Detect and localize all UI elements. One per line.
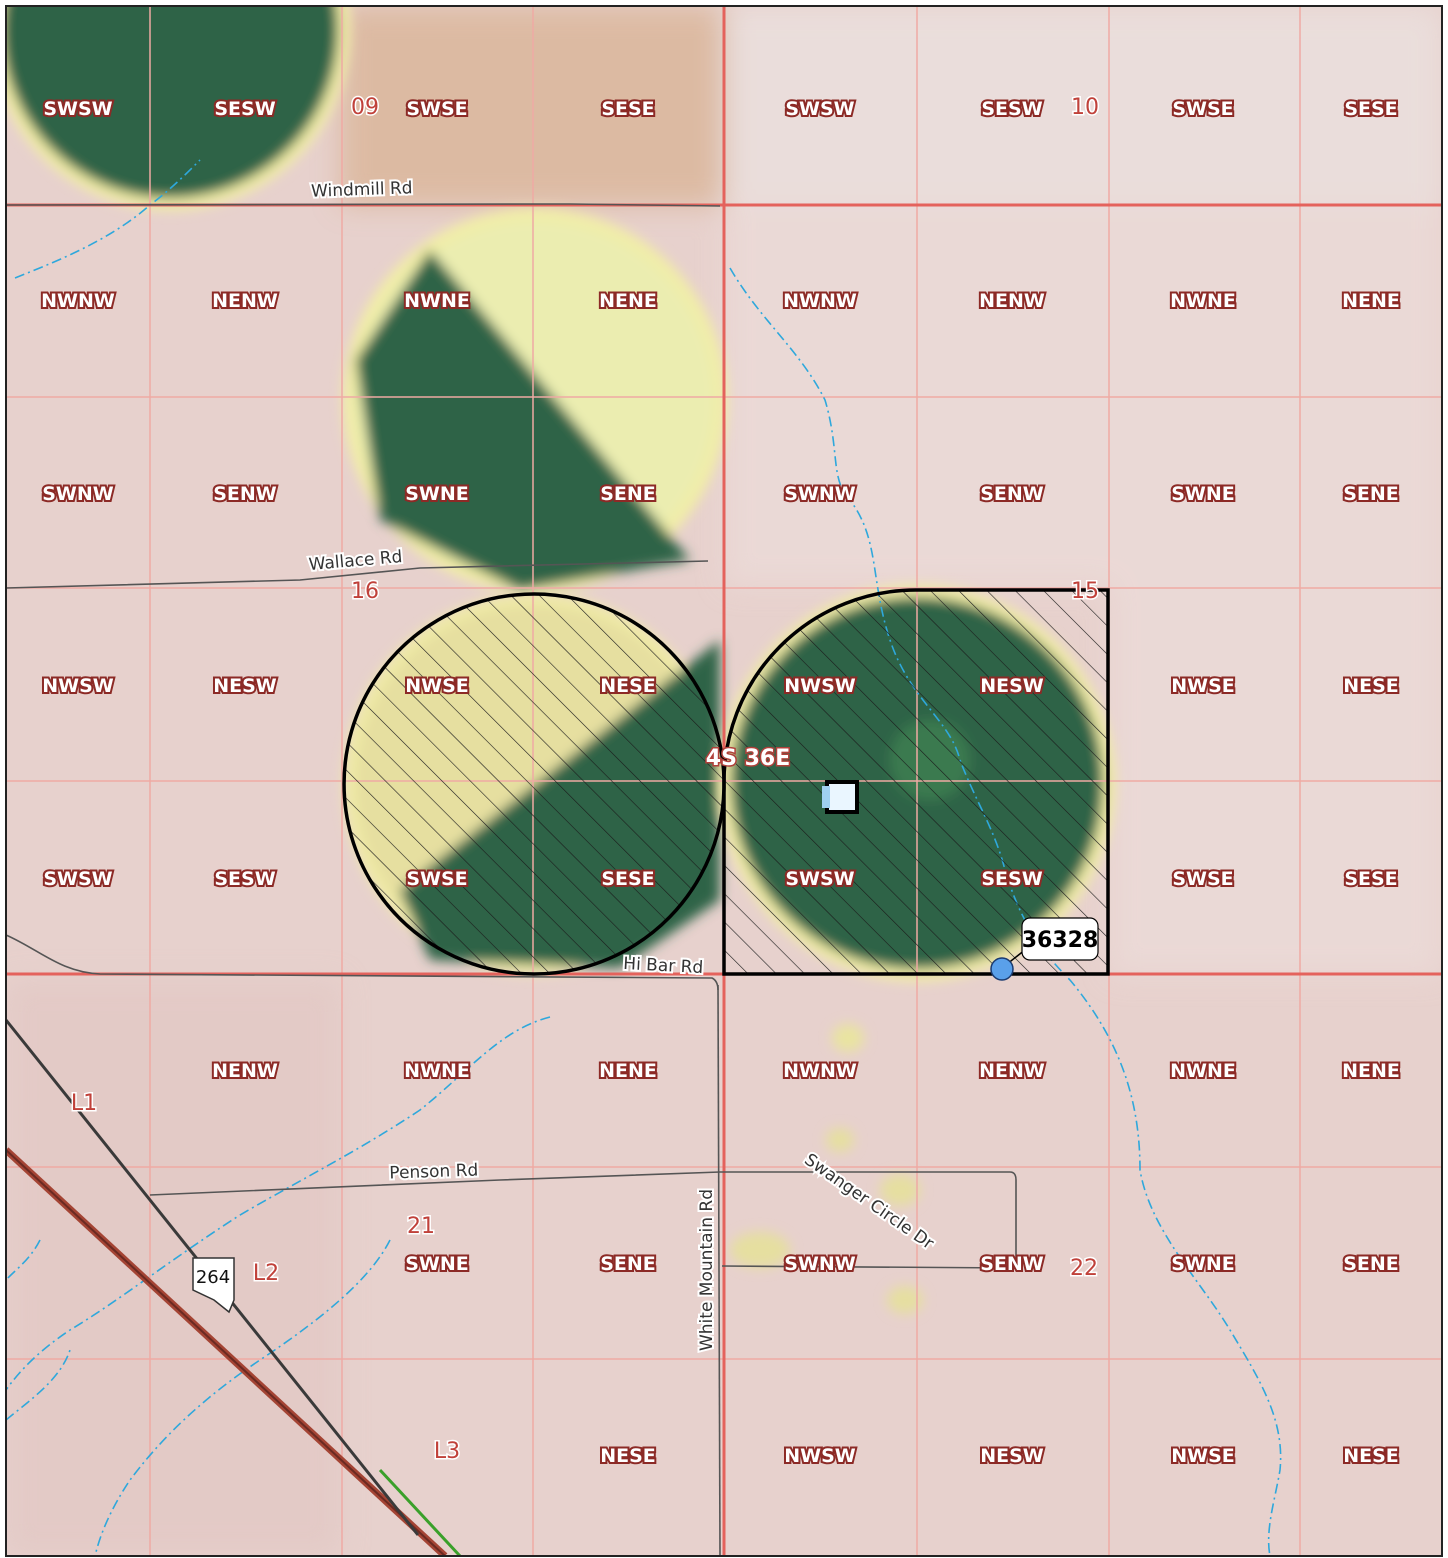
quarter-label-nwnw: NWNW bbox=[41, 290, 115, 312]
highway-shield[interactable]: 264 bbox=[192, 1257, 235, 1314]
lot-label-3: L3 bbox=[434, 1439, 460, 1464]
well-callout[interactable]: 36328 bbox=[1021, 917, 1099, 961]
quarter-label-swsw: SWSW bbox=[785, 98, 854, 120]
well-point[interactable] bbox=[990, 957, 1014, 981]
quarter-label-nese: NESE bbox=[600, 1445, 656, 1467]
quarter-label-nene: NENE bbox=[1342, 290, 1400, 312]
quarter-label-nese: NESE bbox=[1343, 1445, 1399, 1467]
white-mountain-road bbox=[717, 984, 721, 1556]
scattered-vegetation bbox=[730, 1024, 923, 1314]
quarter-quarter-labels: SWSW SESW SWSE SESE SWSW SESW SWSE SESE NWNW NENW… bbox=[39, 96, 1402, 1469]
quarter-label-swsw: SWSW bbox=[785, 868, 854, 890]
quarter-label-sese: SESE bbox=[601, 868, 654, 890]
quarter-label-senw: SENW bbox=[213, 483, 277, 505]
quarter-label-nesw: NESW bbox=[980, 675, 1044, 697]
parcel-outline[interactable] bbox=[342, 588, 1110, 976]
lot-label-1: L1 bbox=[71, 1091, 97, 1116]
windmill-road-label: Windmill Rd bbox=[311, 178, 413, 202]
quarter-label-swse: SWSE bbox=[1172, 868, 1233, 890]
quarter-label-sesw: SESW bbox=[214, 98, 275, 120]
streams bbox=[6, 159, 1282, 1556]
quarter-label-nese: NESE bbox=[1343, 675, 1399, 697]
rail-line bbox=[6, 1147, 462, 1556]
quarter-label-nwne: NWNE bbox=[1170, 1060, 1236, 1082]
wallace-road bbox=[6, 560, 709, 589]
quarter-label-nene: NENE bbox=[599, 290, 657, 312]
quarter-label-swsw: SWSW bbox=[43, 868, 112, 890]
quarter-label-nwse: NWSE bbox=[1171, 1445, 1235, 1467]
quarter-label-nwse: NWSE bbox=[405, 675, 469, 697]
quarter-label-swnw: SWNW bbox=[784, 1253, 856, 1275]
quarter-label-swnw: SWNW bbox=[42, 483, 114, 505]
hibar-road-label: Hi Bar Rd bbox=[623, 954, 704, 978]
quarter-label-sesw: SESW bbox=[981, 868, 1042, 890]
white-mountain-road-label: White Mountain Rd bbox=[697, 1189, 717, 1351]
quarter-label-nenw: NENW bbox=[212, 1060, 278, 1082]
quarter-label-nwsw: NWSW bbox=[784, 675, 856, 697]
quarter-label-nwsw: NWSW bbox=[784, 1445, 856, 1467]
crop-field-north-center bbox=[343, 208, 727, 592]
quarter-label-swsw: SWSW bbox=[43, 98, 112, 120]
map-frame bbox=[5, 5, 1443, 1557]
quarter-label-nwse: NWSE bbox=[1171, 675, 1235, 697]
quarter-label-nwsw: NWSW bbox=[42, 675, 114, 697]
quarter-label-nwne: NWNE bbox=[404, 290, 470, 312]
quarter-label-nesw: NESW bbox=[980, 1445, 1044, 1467]
quarter-label-nwnw: NWNW bbox=[783, 290, 857, 312]
section-number-09: 09 bbox=[351, 95, 379, 120]
quarter-label-swne: SWNE bbox=[1171, 1253, 1235, 1275]
quarter-label-senw: SENW bbox=[980, 483, 1044, 505]
quarter-label-sene: SENE bbox=[600, 1253, 656, 1275]
quarter-label-senw: SENW bbox=[980, 1253, 1044, 1275]
quarter-label-swse: SWSE bbox=[406, 868, 467, 890]
township-range-label: 4S 36E bbox=[706, 746, 790, 771]
quarter-label-sese: SESE bbox=[1344, 868, 1397, 890]
quarter-label-swne: SWNE bbox=[405, 1253, 469, 1275]
section-number-21: 21 bbox=[407, 1214, 435, 1239]
penson-road bbox=[149, 1171, 1017, 1269]
quarter-label-swse: SWSE bbox=[1172, 98, 1233, 120]
quarter-label-sese: SESE bbox=[601, 98, 654, 120]
quarter-label-swne: SWNE bbox=[405, 483, 469, 505]
quarter-label-nwne: NWNE bbox=[404, 1060, 470, 1082]
quarter-label-sene: SENE bbox=[1343, 1253, 1399, 1275]
quarter-label-swnw: SWNW bbox=[784, 483, 856, 505]
quarter-label-nwne: NWNE bbox=[1170, 290, 1236, 312]
section-number-16: 16 bbox=[351, 579, 379, 604]
structure-marker[interactable] bbox=[825, 780, 859, 814]
quarter-label-sene: SENE bbox=[1343, 483, 1399, 505]
quarter-label-nene: NENE bbox=[599, 1060, 657, 1082]
roads bbox=[6, 203, 1017, 1556]
quarter-label-nenw: NENW bbox=[212, 290, 278, 312]
quarter-label-nene: NENE bbox=[1342, 1060, 1400, 1082]
quarter-label-sese: SESE bbox=[1344, 98, 1397, 120]
highway-shield-number: 264 bbox=[196, 1267, 230, 1288]
quarter-label-swne: SWNE bbox=[1171, 483, 1235, 505]
well-id: 36328 bbox=[1022, 928, 1099, 953]
section-number-10: 10 bbox=[1071, 95, 1099, 120]
quarter-label-nwnw: NWNW bbox=[783, 1060, 857, 1082]
quarter-label-nese: NESE bbox=[600, 675, 656, 697]
hibar-road bbox=[6, 934, 719, 991]
quarter-label-sene: SENE bbox=[600, 483, 656, 505]
lot-label-2: L2 bbox=[253, 1261, 279, 1286]
quarter-label-swse: SWSE bbox=[406, 98, 467, 120]
section-number-22: 22 bbox=[1070, 1256, 1098, 1281]
quarter-label-sesw: SESW bbox=[214, 868, 275, 890]
quarter-label-nesw: NESW bbox=[213, 675, 277, 697]
section-number-15: 15 bbox=[1071, 579, 1099, 604]
quarter-label-nenw: NENW bbox=[979, 1060, 1045, 1082]
penson-road-label: Penson Rd bbox=[389, 1160, 479, 1183]
crop-field-nw bbox=[6, 6, 350, 210]
structure-marker-inner bbox=[822, 786, 830, 808]
windmill-road bbox=[6, 203, 721, 207]
quarter-label-sesw: SESW bbox=[981, 98, 1042, 120]
quarter-label-nenw: NENW bbox=[979, 290, 1045, 312]
